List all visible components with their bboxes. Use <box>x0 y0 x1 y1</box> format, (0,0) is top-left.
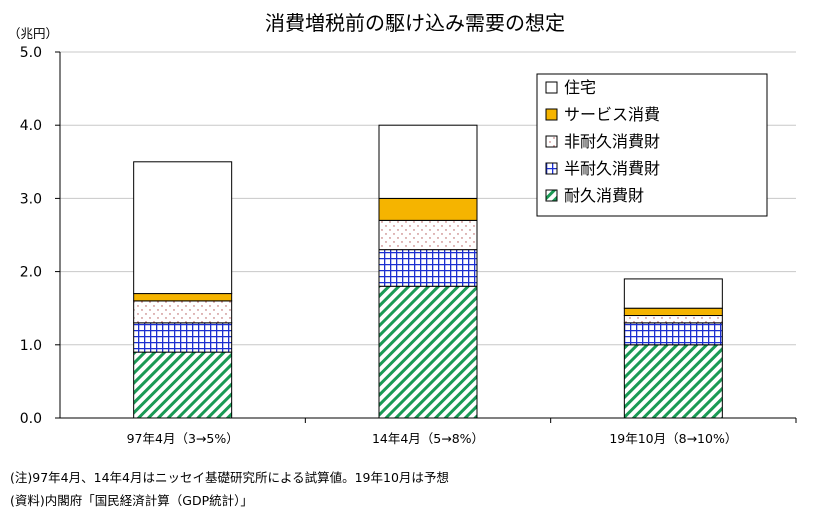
legend-box <box>536 73 768 217</box>
bar-segment <box>133 300 233 324</box>
legend-item: 半耐久消費財 <box>545 159 660 178</box>
y-tick-label: 4.0 <box>20 118 42 134</box>
bar-segment <box>133 351 233 419</box>
bar-segment <box>378 249 478 287</box>
y-tick-label: 2.0 <box>20 265 42 281</box>
bar-segment <box>378 219 478 251</box>
legend-swatch <box>545 81 558 94</box>
axes <box>55 51 797 423</box>
y-tick-label: 1.0 <box>20 338 42 354</box>
bar-segment <box>623 315 723 324</box>
x-tick-label: 14年4月（5→8%） <box>372 431 484 446</box>
bar-segment <box>623 278 723 309</box>
bar-segment <box>133 161 233 295</box>
bar-segment <box>623 344 723 419</box>
bar-segment <box>623 322 723 346</box>
bar-segment <box>133 293 233 302</box>
x-tick-label: 97年4月（3→5%） <box>127 431 239 446</box>
legend-item: サービス消費 <box>545 105 660 124</box>
legend-swatch <box>545 162 558 175</box>
legend-label: 非耐久消費財 <box>564 132 660 151</box>
y-tick-label: 3.0 <box>20 191 42 207</box>
legend-swatch <box>545 189 558 202</box>
legend-item: 非耐久消費財 <box>545 132 660 151</box>
bar-segment <box>623 307 723 317</box>
footnote-note: (注)97年4月、14年4月はニッセイ基礎研究所による試算値。19年10月は予想 <box>10 470 449 485</box>
legend-swatch <box>545 135 558 148</box>
y-tick-label: 0.0 <box>20 411 42 427</box>
bar-segment <box>378 197 478 221</box>
legend-swatch <box>545 108 558 121</box>
legend-label: 半耐久消費財 <box>564 159 660 178</box>
legend-label: 耐久消費財 <box>564 186 644 205</box>
x-tick-label: 19年10月（8→10%） <box>609 431 737 446</box>
legend-label: サービス消費 <box>564 105 660 124</box>
y-axis-unit-label: （兆円） <box>8 26 58 41</box>
bar-segment <box>133 322 233 353</box>
bar-segment <box>378 285 478 419</box>
footnote-source: (資料)内閣府「国民経済計算（GDP統計）」 <box>10 493 253 508</box>
legend-label: 住宅 <box>564 78 596 97</box>
bars <box>133 124 723 419</box>
legend-item: 耐久消費財 <box>545 186 644 205</box>
legend-item: 住宅 <box>545 78 596 97</box>
chart-title: 消費増税前の駆け込み需要の想定 <box>265 11 565 35</box>
y-tick-label: 5.0 <box>20 45 42 61</box>
y-tick-labels: 0.0 1.0 2.0 3.0 4.0 5.0 <box>20 45 42 427</box>
x-tick-labels: 97年4月（3→5%） 14年4月（5→8%） 19年10月（8→10%） <box>127 431 738 446</box>
bar-segment <box>378 124 478 199</box>
